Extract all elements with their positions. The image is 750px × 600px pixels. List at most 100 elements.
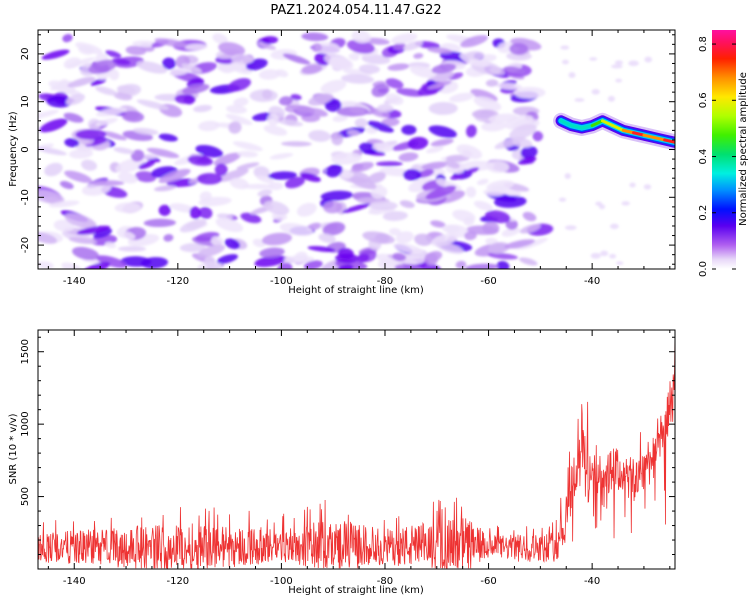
noise-blob (39, 118, 68, 133)
signal-track-core (569, 124, 584, 130)
noise-blob (430, 138, 454, 147)
spectrogram-x-tick-label: -40 (584, 276, 600, 287)
noise-blob (349, 107, 366, 114)
noise-blob (300, 172, 321, 183)
noise-blob (281, 141, 312, 147)
noise-blob (95, 86, 118, 96)
noise-blob (376, 253, 403, 266)
noise-blob (495, 82, 523, 90)
noise-blob (428, 125, 457, 138)
noise-blob (465, 263, 499, 269)
spectrogram-y-tick-label: 10 (20, 95, 31, 108)
noise-blob (332, 114, 348, 122)
noise-blob (610, 64, 623, 69)
noise-blob (261, 232, 292, 246)
noise-blob (199, 191, 212, 202)
noise-blob (450, 173, 465, 181)
noise-blob (268, 182, 284, 191)
noise-blob (358, 64, 381, 74)
noise-blob (95, 255, 128, 268)
colorbar-ticks: 0.0 0.2 0.4 0.6 0.8 (698, 36, 736, 277)
noise-blob (431, 63, 457, 74)
noise-blob (198, 120, 220, 132)
snr-plot-area (38, 332, 675, 569)
noise-blob (342, 203, 372, 214)
noise-blob (513, 86, 546, 99)
noise-blob (146, 147, 180, 159)
noise-blob (628, 60, 639, 67)
noise-blob (561, 59, 569, 65)
noise-blob (354, 118, 368, 128)
signal-track-core (590, 119, 604, 128)
noise-blob (296, 202, 317, 217)
noise-blob (444, 160, 460, 169)
noise-blob (38, 109, 59, 120)
noise-blob (46, 95, 73, 108)
colorbar-tick-label: 0.2 (698, 205, 709, 221)
noise-blob (518, 156, 537, 165)
noise-blob (136, 99, 169, 110)
noise-blob (174, 94, 196, 104)
spectrogram-panel: -140 -120 -100 -80 -60 -40 20 10 0 -10 -20 Height… (8, 29, 676, 296)
noise-blob (102, 131, 127, 141)
noise-blob (519, 224, 541, 234)
noise-blob (320, 190, 353, 201)
noise-blob (445, 154, 470, 162)
noise-blob (398, 152, 419, 162)
noise-blob (427, 47, 453, 54)
noise-blob (256, 175, 275, 184)
noise-blob (88, 59, 117, 74)
spectrogram-y-tick-label: 0 (20, 146, 31, 152)
snr-x-tick-label: -40 (584, 576, 600, 587)
noise-blob (68, 148, 94, 159)
noise-blob (64, 213, 97, 229)
noise-blob (473, 200, 493, 211)
noise-blob (105, 50, 122, 58)
noise-blob (460, 160, 495, 171)
noise-blob (198, 206, 213, 219)
noise-blob (320, 79, 347, 94)
noise-blob (435, 178, 449, 187)
noise-blob (341, 74, 375, 84)
noise-blob (377, 104, 394, 113)
noise-blob (428, 101, 458, 115)
noise-blob (395, 231, 414, 244)
noise-blob (558, 197, 567, 202)
noise-blob (614, 60, 623, 65)
noise-blob (435, 241, 464, 254)
noise-blob (520, 237, 548, 249)
noise-blob (226, 105, 248, 114)
snr-y-tick-label: 1500 (20, 339, 31, 364)
snr-x-tick-label: -80 (377, 576, 393, 587)
noise-blob (301, 64, 323, 75)
noise-blob (361, 54, 391, 65)
noise-blob (394, 263, 422, 269)
noise-blob (204, 255, 216, 268)
snr-frame (37, 329, 676, 570)
noise-blob (59, 181, 74, 190)
colorbar-gradient (712, 30, 736, 269)
noise-blob (403, 40, 423, 51)
noise-blob (607, 95, 615, 102)
noise-blob (413, 53, 424, 59)
noise-blob (391, 33, 418, 44)
noise-blob (213, 152, 242, 166)
noise-blob (532, 131, 544, 142)
spectrogram-y-ticks: 20 10 0 -10 -20 (20, 34, 675, 265)
snr-x-axis-label: Height of straight line (km) (288, 585, 424, 596)
noise-blob (240, 212, 262, 224)
noise-blob (568, 72, 576, 79)
noise-blob (481, 121, 507, 132)
signal-track-core (559, 119, 573, 128)
noise-blob (455, 260, 467, 269)
noise-blob (125, 45, 147, 56)
noise-blob (163, 234, 174, 242)
noise-blob (385, 78, 404, 89)
noise-blob (44, 162, 63, 177)
noise-blob (38, 261, 54, 269)
noise-blob (41, 49, 70, 60)
noise-blob (464, 231, 477, 241)
noise-blob (512, 137, 533, 148)
snr-x-tick-label: -140 (63, 576, 86, 587)
noise-blob (187, 155, 214, 166)
